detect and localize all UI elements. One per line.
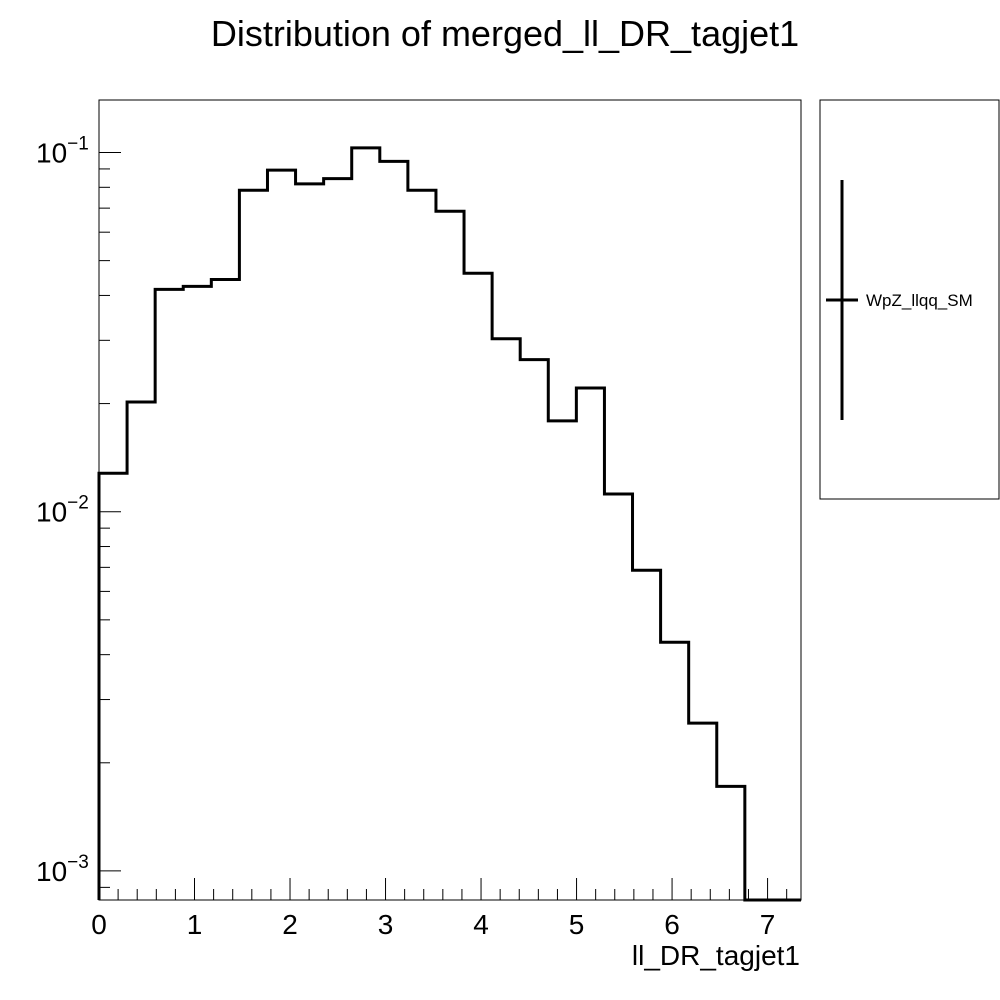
x-tick-label: 3 [378,909,394,940]
y-tick-label: 10−2 [36,493,89,528]
x-tick-label: 6 [664,909,680,940]
histogram-series-line [97,146,801,902]
x-tick-label: 5 [569,909,585,940]
plot-frame [98,99,802,901]
y-tick-label: 10−1 [36,133,89,168]
legend-entry-label: WpZ_llqq_SM [866,291,973,310]
x-tick-label: 7 [760,909,776,940]
x-tick-label: 2 [282,909,298,940]
x-tick-label: 4 [473,909,489,940]
x-tick-label: 1 [187,909,203,940]
y-tick-labels: 10−1 10−2 10−3 [36,133,89,886]
x-axis-label: ll_DR_tagjet1 [632,940,800,971]
x-tick-labels: 0 1 2 3 4 5 6 7 [91,909,775,940]
legend: WpZ_llqq_SM [819,99,1000,500]
histogram-series [97,146,801,902]
x-tick-label: 0 [91,909,107,940]
chart-title: Distribution of merged_ll_DR_tagjet1 [211,13,799,54]
axis-ticks [98,151,788,900]
y-tick-label: 10−3 [36,852,89,887]
